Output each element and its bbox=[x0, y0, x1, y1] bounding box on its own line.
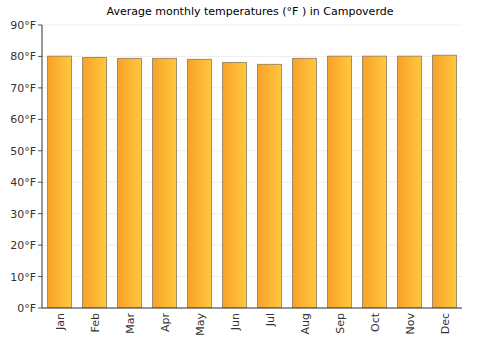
y-tick-label: 50°F bbox=[10, 145, 36, 158]
y-tick-label: 40°F bbox=[10, 176, 36, 189]
y-tick-label: 10°F bbox=[10, 271, 36, 284]
bar bbox=[223, 62, 247, 308]
tick-mark bbox=[38, 182, 42, 183]
x-tick-label: Dec bbox=[439, 313, 452, 334]
bar bbox=[83, 57, 107, 308]
bar bbox=[188, 59, 212, 308]
y-tick-label: 80°F bbox=[10, 50, 36, 63]
tick-mark bbox=[38, 119, 42, 120]
x-tick-label: Jul bbox=[264, 313, 277, 327]
tick-mark bbox=[38, 150, 42, 151]
x-tick-label: Oct bbox=[369, 312, 382, 332]
grid-line bbox=[42, 308, 462, 309]
bar bbox=[118, 58, 142, 308]
y-tick-label: 20°F bbox=[10, 239, 36, 252]
bars bbox=[48, 55, 457, 308]
bar bbox=[153, 58, 177, 308]
tick-mark bbox=[38, 276, 42, 277]
bar bbox=[328, 56, 352, 308]
x-tick-label: Apr bbox=[159, 313, 172, 333]
y-tick-label: 70°F bbox=[10, 82, 36, 95]
bar bbox=[363, 56, 387, 308]
x-tick-label: Feb bbox=[89, 313, 102, 332]
tick-mark bbox=[38, 245, 42, 246]
x-axis bbox=[42, 308, 462, 309]
y-tick-label: 0°F bbox=[17, 302, 36, 315]
grid-line bbox=[42, 25, 462, 26]
y-tick-label: 60°F bbox=[10, 113, 36, 126]
chart: Average monthly temperatures (°F ) in Ca… bbox=[0, 0, 500, 350]
x-tick-label: Mar bbox=[124, 313, 137, 334]
tick-mark bbox=[38, 87, 42, 88]
bar bbox=[293, 58, 317, 308]
x-tick-label: Jan bbox=[54, 313, 67, 331]
tick-mark bbox=[38, 213, 42, 214]
tick-mark bbox=[38, 56, 42, 57]
x-tick-label: Nov bbox=[404, 313, 417, 335]
x-tick-label: Sep bbox=[334, 313, 347, 334]
x-tick-label: May bbox=[194, 313, 207, 336]
tick-mark bbox=[38, 308, 42, 309]
y-tick-label: 90°F bbox=[10, 19, 36, 32]
bar bbox=[433, 55, 457, 308]
title: Average monthly temperatures (°F ) in Ca… bbox=[107, 5, 394, 18]
tick-mark bbox=[38, 25, 42, 26]
y-tick-label: 30°F bbox=[10, 208, 36, 221]
x-tick-label: Aug bbox=[299, 313, 312, 334]
y-axis bbox=[42, 25, 43, 308]
bar bbox=[48, 56, 72, 308]
bar bbox=[258, 64, 282, 308]
bar bbox=[398, 56, 422, 308]
x-tick-label: Jun bbox=[229, 313, 242, 331]
